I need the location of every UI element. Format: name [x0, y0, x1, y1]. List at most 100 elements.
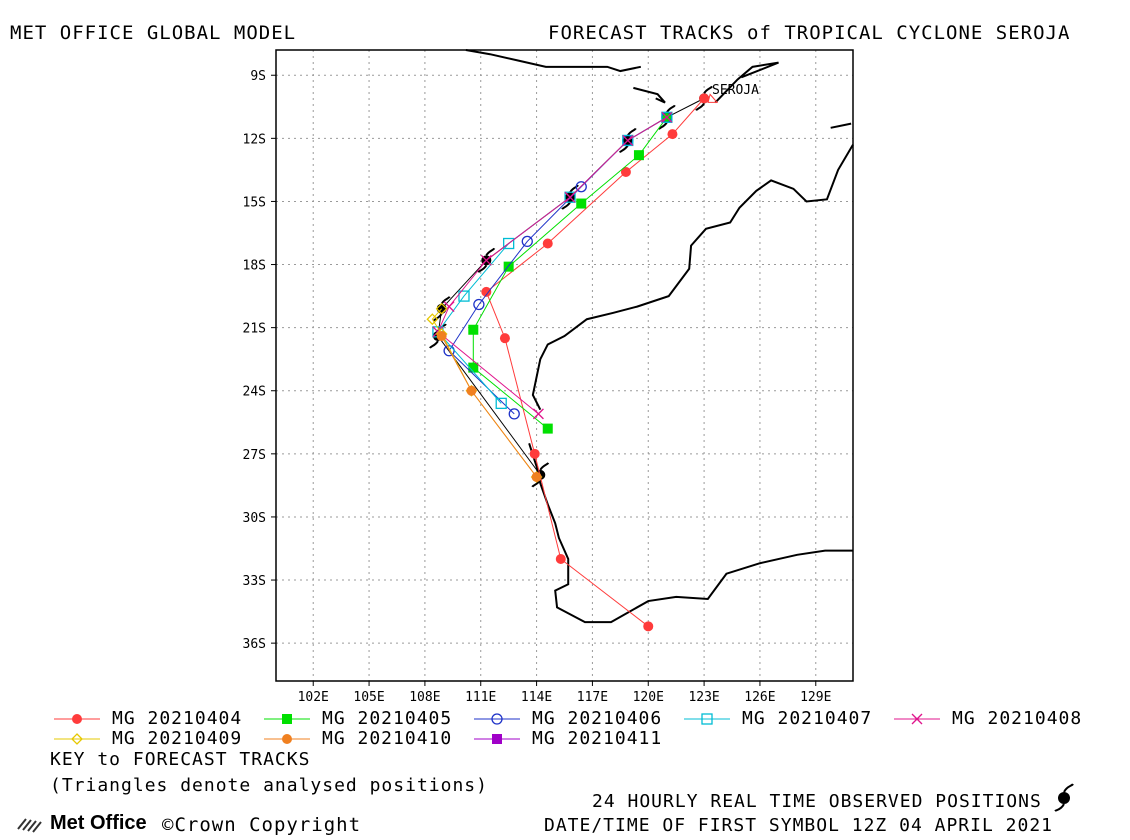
y-tick-label: 12S: [243, 132, 266, 147]
marker: [72, 713, 82, 724]
marker: [282, 733, 292, 744]
legend-item: MG 20210404: [52, 708, 242, 729]
legend-swatch: [474, 712, 520, 725]
observed-label: 24 HOURLY REAL TIME OBSERVED POSITIONS: [592, 791, 1042, 812]
marker: [622, 134, 634, 146]
marker: [620, 166, 631, 177]
marker: [542, 423, 553, 434]
marker: [71, 732, 83, 745]
coastline: [528, 443, 853, 624]
legend-item: MG 20210411: [472, 728, 662, 749]
chart-title: FORECAST TRACKS of TROPICAL CYCLONE SERO…: [548, 22, 1071, 44]
legend-swatch: [264, 733, 310, 744]
marker: [499, 333, 510, 344]
legend-label: MG 20210408: [952, 708, 1083, 729]
marker: [481, 286, 492, 297]
legend-swatch: [684, 712, 730, 725]
legend-label: MG 20210407: [742, 708, 873, 729]
marker: [575, 181, 587, 193]
y-tick-label: 15S: [243, 195, 266, 210]
marker: [466, 385, 477, 396]
marker: [491, 712, 503, 725]
marker: [633, 150, 644, 161]
series-line: [472, 117, 668, 429]
legend-label: MG 20210411: [532, 728, 663, 749]
marker: [503, 237, 515, 250]
x-tick-label: 126E: [744, 690, 775, 705]
legend-swatch: [894, 713, 940, 724]
y-tick-label: 27S: [243, 448, 266, 463]
coastline: [465, 49, 642, 73]
coastline: [633, 86, 666, 104]
observed-track-line: [437, 97, 705, 476]
y-tick-label: 36S: [243, 637, 266, 652]
x-tick-label: 114E: [521, 690, 552, 705]
legend-item: MG 20210407: [682, 708, 872, 729]
marker: [576, 198, 587, 209]
y-tick-label: 30S: [243, 511, 266, 526]
y-tick-label: 21S: [243, 322, 266, 337]
met-office-logo: Met Office: [16, 812, 147, 835]
marker: [532, 408, 544, 420]
cyclone-symbol-icon: [1054, 783, 1074, 812]
y-tick-label: 18S: [243, 259, 266, 274]
legend-label: MG 20210409: [112, 728, 243, 749]
marker: [282, 713, 292, 724]
legend-item: MG 20210409: [52, 728, 242, 749]
marker: [661, 111, 673, 123]
marker: [643, 621, 654, 632]
legend-label: MG 20210410: [322, 728, 453, 749]
legend-swatch: [264, 713, 310, 724]
x-tick-label: 117E: [577, 690, 608, 705]
logo-text: Met Office: [50, 812, 147, 834]
legend-label: MG 20210404: [112, 708, 243, 729]
marker: [492, 733, 502, 744]
key-label: KEY to FORECAST TRACKS: [50, 749, 311, 770]
coastline: [531, 144, 854, 411]
y-tick-label: 9S: [250, 69, 266, 84]
x-tick-label: 129E: [800, 690, 831, 705]
legend-item: MG 20210406: [472, 708, 662, 729]
marker: [468, 362, 479, 373]
first-symbol-label: DATE/TIME OF FIRST SYMBOL 12Z 04 APRIL 2…: [544, 815, 1053, 836]
x-tick-label: 120E: [633, 690, 664, 705]
storm-label: SEROJA: [712, 83, 759, 98]
marker: [564, 191, 576, 203]
x-tick-label: 102E: [298, 690, 329, 705]
marker: [508, 408, 520, 420]
marker: [622, 134, 634, 147]
coastline: [830, 122, 852, 129]
marker: [473, 298, 485, 311]
marker: [436, 331, 447, 342]
model-title: MET OFFICE GLOBAL MODEL: [10, 22, 297, 44]
y-tick-label: 33S: [243, 574, 266, 589]
copyright: ©Crown Copyright: [162, 814, 362, 836]
marker: [435, 302, 448, 315]
series-mg-20210410: [436, 331, 542, 482]
marker: [564, 191, 576, 203]
marker: [699, 93, 710, 104]
x-tick-label: 108E: [409, 690, 440, 705]
marker: [468, 324, 479, 335]
legend-swatch: [474, 733, 520, 744]
met-office-swoosh-icon: [17, 817, 42, 833]
series-mg-20210404: [481, 93, 710, 632]
marker: [495, 397, 507, 410]
marker: [426, 313, 439, 326]
marker: [458, 290, 470, 302]
legend-label: MG 20210406: [532, 708, 663, 729]
marker: [480, 254, 492, 266]
series-line: [485, 98, 705, 627]
marker: [911, 713, 923, 724]
marker: [555, 554, 566, 565]
legend-swatch: [54, 732, 100, 745]
legend-item: MG 20210405: [262, 708, 452, 729]
plot-frame: [275, 49, 854, 682]
x-tick-label: 123E: [688, 690, 719, 705]
x-tick-label: 111E: [465, 690, 496, 705]
marker: [701, 712, 713, 725]
legend-swatch: [54, 713, 100, 724]
legend-item: MG 20210408: [892, 708, 1082, 729]
series-line: [431, 308, 537, 478]
series-mg-20210405: [468, 112, 672, 434]
